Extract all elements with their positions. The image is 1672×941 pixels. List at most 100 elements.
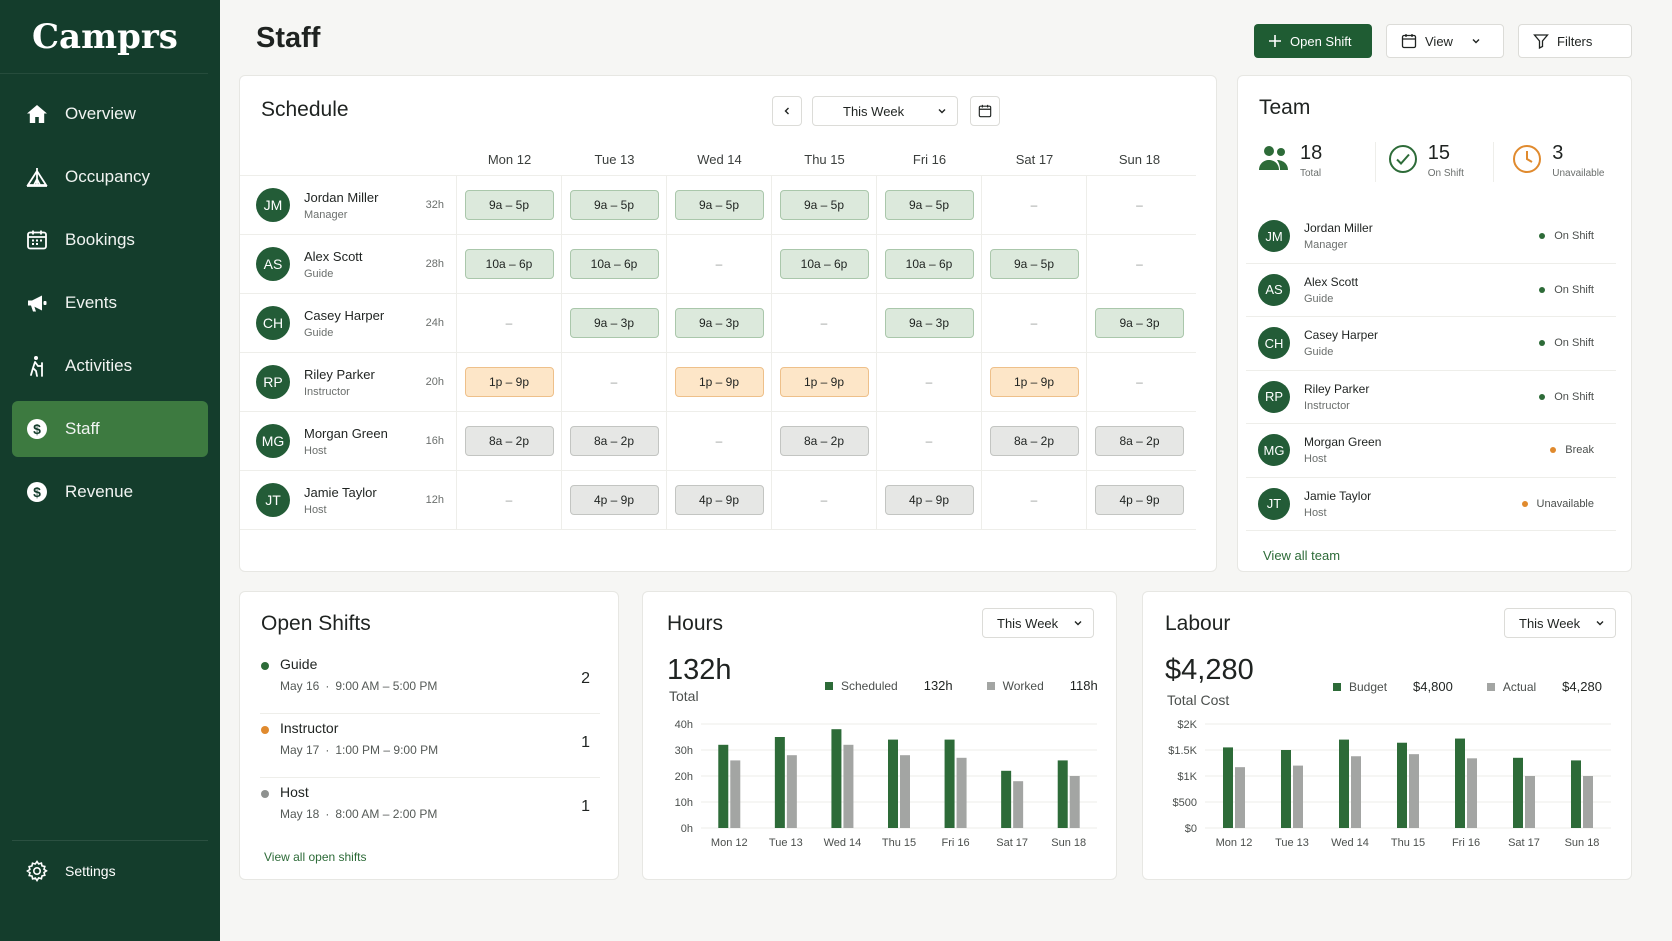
- staff-member[interactable]: RP Riley Parker Instructor 20h: [240, 353, 457, 411]
- schedule-cell[interactable]: –: [877, 412, 982, 470]
- schedule-cell[interactable]: –: [457, 294, 562, 352]
- shift-pill[interactable]: 9a – 3p: [674, 308, 764, 338]
- open-shift-item[interactable]: Instructor May 17 · 1:00 PM – 9:00 PM 1: [260, 714, 600, 778]
- schedule-cell[interactable]: –: [1087, 176, 1192, 234]
- shift-pill[interactable]: 9a – 5p: [569, 190, 659, 220]
- schedule-cell[interactable]: 10a – 6p: [562, 235, 667, 293]
- sidebar-item-bookings[interactable]: Bookings: [12, 212, 208, 268]
- shift-pill[interactable]: 9a – 5p: [464, 190, 554, 220]
- shift-pill[interactable]: 9a – 3p: [569, 308, 659, 338]
- schedule-cell[interactable]: 10a – 6p: [457, 235, 562, 293]
- shift-pill[interactable]: 10a – 6p: [464, 249, 554, 279]
- schedule-cell[interactable]: 8a – 2p: [1087, 412, 1192, 470]
- schedule-cell[interactable]: –: [772, 294, 877, 352]
- shift-pill[interactable]: 4p – 9p: [674, 485, 764, 515]
- shift-pill[interactable]: 9a – 5p: [989, 249, 1079, 279]
- schedule-cell[interactable]: 1p – 9p: [667, 353, 772, 411]
- shift-pill[interactable]: 8a – 2p: [569, 426, 659, 456]
- schedule-cell[interactable]: –: [982, 471, 1087, 529]
- shift-pill[interactable]: 8a – 2p: [464, 426, 554, 456]
- calendar-picker-button[interactable]: [970, 96, 1000, 126]
- hours-range-select[interactable]: This Week: [982, 608, 1094, 638]
- filters-button[interactable]: Filters: [1518, 24, 1632, 58]
- staff-member[interactable]: JT Jamie Taylor Host 12h: [240, 471, 457, 529]
- schedule-cell[interactable]: 1p – 9p: [772, 353, 877, 411]
- schedule-cell[interactable]: 9a – 5p: [457, 176, 562, 234]
- shift-pill[interactable]: 9a – 5p: [779, 190, 869, 220]
- team-member-row[interactable]: JT Jamie Taylor Host Unavailable: [1246, 478, 1616, 531]
- shift-pill[interactable]: 1p – 9p: [674, 367, 764, 397]
- schedule-cell[interactable]: –: [457, 471, 562, 529]
- prev-week-button[interactable]: [772, 96, 802, 126]
- open-shift-item[interactable]: Host May 18 · 8:00 AM – 2:00 PM 1: [260, 778, 600, 842]
- schedule-cell[interactable]: –: [1087, 235, 1192, 293]
- brand-logo[interactable]: Camprs: [0, 0, 208, 74]
- shift-pill[interactable]: 10a – 6p: [884, 249, 974, 279]
- schedule-cell[interactable]: –: [982, 176, 1087, 234]
- sidebar-item-settings[interactable]: Settings: [12, 840, 208, 883]
- labour-range-select[interactable]: This Week: [1504, 608, 1616, 638]
- view-all-team-link[interactable]: View all team: [1263, 548, 1341, 563]
- schedule-cell[interactable]: 4p – 9p: [1087, 471, 1192, 529]
- shift-pill[interactable]: 9a – 5p: [674, 190, 764, 220]
- schedule-cell[interactable]: 8a – 2p: [457, 412, 562, 470]
- schedule-cell[interactable]: –: [667, 235, 772, 293]
- team-member-row[interactable]: CH Casey Harper Guide On Shift: [1246, 317, 1616, 371]
- shift-pill[interactable]: 8a – 2p: [989, 426, 1079, 456]
- schedule-cell[interactable]: 9a – 3p: [667, 294, 772, 352]
- shift-pill[interactable]: 9a – 3p: [884, 308, 974, 338]
- sidebar-item-events[interactable]: Events: [12, 275, 208, 331]
- schedule-cell[interactable]: 9a – 3p: [877, 294, 982, 352]
- schedule-cell[interactable]: 9a – 5p: [877, 176, 982, 234]
- schedule-cell[interactable]: 8a – 2p: [982, 412, 1087, 470]
- shift-pill[interactable]: 1p – 9p: [464, 367, 554, 397]
- shift-pill[interactable]: 4p – 9p: [884, 485, 974, 515]
- schedule-cell[interactable]: 4p – 9p: [667, 471, 772, 529]
- sidebar-item-staff[interactable]: $ Staff: [12, 401, 208, 457]
- view-dropdown[interactable]: View: [1386, 24, 1504, 58]
- schedule-cell[interactable]: –: [877, 353, 982, 411]
- open-shift-item[interactable]: Guide May 16 · 9:00 AM – 5:00 PM 2: [260, 650, 600, 714]
- schedule-cell[interactable]: 8a – 2p: [772, 412, 877, 470]
- schedule-cell[interactable]: 4p – 9p: [562, 471, 667, 529]
- team-member-row[interactable]: JM Jordan Miller Manager On Shift: [1246, 210, 1616, 264]
- sidebar-item-occupancy[interactable]: Occupancy: [12, 149, 208, 205]
- staff-member[interactable]: CH Casey Harper Guide 24h: [240, 294, 457, 352]
- team-member-row[interactable]: AS Alex Scott Guide On Shift: [1246, 264, 1616, 317]
- shift-pill[interactable]: 10a – 6p: [779, 249, 869, 279]
- shift-pill[interactable]: 8a – 2p: [779, 426, 869, 456]
- schedule-cell[interactable]: 9a – 3p: [562, 294, 667, 352]
- schedule-cell[interactable]: –: [667, 412, 772, 470]
- sidebar-item-activities[interactable]: Activities: [12, 338, 208, 394]
- schedule-cell[interactable]: 10a – 6p: [877, 235, 982, 293]
- shift-pill[interactable]: 8a – 2p: [1095, 426, 1184, 456]
- schedule-cell[interactable]: 8a – 2p: [562, 412, 667, 470]
- staff-member[interactable]: JM Jordan Miller Manager 32h: [240, 176, 457, 234]
- shift-pill[interactable]: 1p – 9p: [989, 367, 1079, 397]
- schedule-cell[interactable]: 9a – 5p: [562, 176, 667, 234]
- shift-pill[interactable]: 9a – 5p: [884, 190, 974, 220]
- schedule-cell[interactable]: –: [772, 471, 877, 529]
- shift-pill[interactable]: 4p – 9p: [569, 485, 659, 515]
- schedule-cell[interactable]: 9a – 3p: [1087, 294, 1192, 352]
- schedule-cell[interactable]: –: [982, 294, 1087, 352]
- view-all-open-shifts-link[interactable]: View all open shifts: [264, 850, 367, 864]
- shift-pill[interactable]: 1p – 9p: [779, 367, 869, 397]
- schedule-cell[interactable]: 9a – 5p: [982, 235, 1087, 293]
- staff-member[interactable]: AS Alex Scott Guide 28h: [240, 235, 457, 293]
- team-member-row[interactable]: MG Morgan Green Host Break: [1246, 424, 1616, 478]
- schedule-cell[interactable]: 9a – 5p: [772, 176, 877, 234]
- open-shift-button[interactable]: Open Shift: [1254, 24, 1372, 58]
- schedule-cell[interactable]: 4p – 9p: [877, 471, 982, 529]
- shift-pill[interactable]: 9a – 3p: [1095, 308, 1184, 338]
- sidebar-item-overview[interactable]: Overview: [12, 86, 208, 142]
- sidebar-item-revenue[interactable]: $ Revenue: [12, 464, 208, 520]
- staff-member[interactable]: MG Morgan Green Host 16h: [240, 412, 457, 470]
- shift-pill[interactable]: 10a – 6p: [569, 249, 659, 279]
- week-range-select[interactable]: This Week: [812, 96, 958, 126]
- schedule-cell[interactable]: 10a – 6p: [772, 235, 877, 293]
- schedule-cell[interactable]: 9a – 5p: [667, 176, 772, 234]
- schedule-cell[interactable]: 1p – 9p: [457, 353, 562, 411]
- team-member-row[interactable]: RP Riley Parker Instructor On Shift: [1246, 371, 1616, 424]
- shift-pill[interactable]: 4p – 9p: [1095, 485, 1184, 515]
